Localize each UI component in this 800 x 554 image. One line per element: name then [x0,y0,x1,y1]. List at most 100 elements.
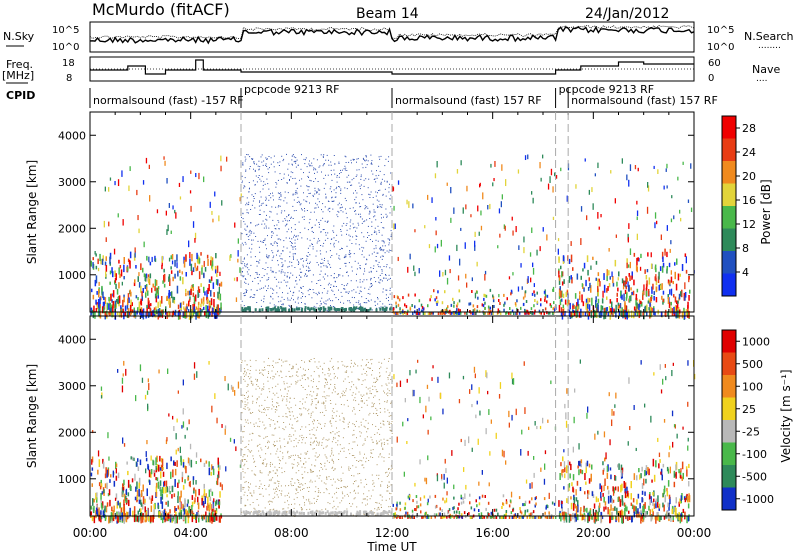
scatter-cell [345,212,347,214]
scatter-cell [361,401,363,403]
scatter-cell [202,296,205,305]
scatter-cell [246,404,248,406]
scatter-cell [378,190,380,191]
freq-traces [90,59,694,75]
scatter-cell [325,197,327,199]
scatter-cell [296,381,298,383]
scatter-cell [371,474,373,476]
scatter-cell [628,285,630,292]
cpid-segment-label: pcpcode 9213 RF [244,83,340,96]
scatter-cell [666,466,669,472]
scatter-cell [138,482,140,489]
scatter-cell [351,266,353,268]
scatter-cell [95,265,98,270]
scatter-cell [96,492,98,497]
scatter-cell [296,465,298,467]
scatter-cell [327,381,328,383]
scatter-cell [373,381,375,383]
scatter-cell [215,510,218,514]
scatter-cell [636,257,638,266]
scatter-cell [532,262,534,268]
scatter-cell [540,467,542,472]
scatter-cell [544,296,546,300]
scatter-cell [125,488,128,496]
scatter-cell [543,290,546,294]
scatter-cell [616,292,618,297]
scatter-cell [292,154,294,156]
scatter-cell [91,288,93,293]
scatter-cell [241,308,244,312]
scatter-cell [328,207,330,209]
scatter-cell [310,414,312,416]
scatter-cell [272,257,274,259]
scatter-cell [109,256,111,264]
scatter-cell [108,516,110,524]
scatter-cell [675,464,677,471]
scatter-cell [312,226,313,228]
scatter-cell [564,403,566,409]
scatter-cell [663,504,665,512]
scatter-cell [193,514,195,520]
scatter-cell [628,179,630,187]
scatter-cell [390,423,392,424]
scatter-cell [670,515,672,523]
scatter-cell [258,223,260,225]
scatter-cell [111,304,113,310]
scatter-cell [207,259,209,266]
scatter-cell [274,492,276,494]
scatter-cell [148,383,150,391]
scatter-cell [168,311,171,316]
scatter-cell [289,411,291,413]
scatter-cell [387,443,389,445]
scatter-cell [578,469,580,476]
scatter-cell [219,293,222,301]
scatter-cell [646,269,649,273]
scatter-cell [364,160,366,162]
scatter-cell [357,365,359,367]
scatter-cell [591,491,594,497]
scatter-cell [220,515,223,519]
scatter-cell [245,421,247,423]
scatter-cell [389,506,391,508]
scatter-cell [294,242,296,244]
scatter-cell [387,388,389,390]
scatter-cell [526,278,529,285]
scatter-cell [451,450,453,456]
scatter-cell [427,429,429,435]
scatter-cell [336,253,338,255]
scatter-cell [620,484,622,493]
scatter-cell [172,469,174,478]
cpid-segment-label: normalsound (fast) 157 RF [571,94,718,107]
scatter-cell [568,483,571,488]
scatter-cell [574,504,577,509]
scatter-cell [608,306,611,314]
scatter-cell [300,287,302,289]
scatter-cell [584,473,586,481]
scatter-cell [121,281,123,286]
scatter-cell [281,266,283,268]
scatter-cell [583,262,586,269]
scatter-cell [183,306,185,310]
scatter-cell [315,178,316,180]
scatter-cell [259,280,261,282]
scatter-cell [358,213,359,215]
scatter-cell [298,202,300,204]
scatter-cell [390,303,392,305]
scatter-cell [477,205,479,212]
scatter-cell [364,208,366,210]
scatter-cell [372,173,374,175]
scatter-cell [276,224,278,226]
scatter-cell [319,189,321,191]
scatter-cell [658,463,660,469]
scatter-cell [605,307,607,313]
scatter-cell [569,302,571,310]
scatter-cell [585,302,587,310]
scatter-cell [213,292,215,298]
scatter-cell [325,508,327,510]
scatter-cell [259,200,261,202]
scatter-cell [355,235,357,237]
scatter-cell [293,236,294,238]
scatter-cell [688,495,691,503]
scatter-cell [338,480,340,481]
scatter-cell [360,432,362,434]
